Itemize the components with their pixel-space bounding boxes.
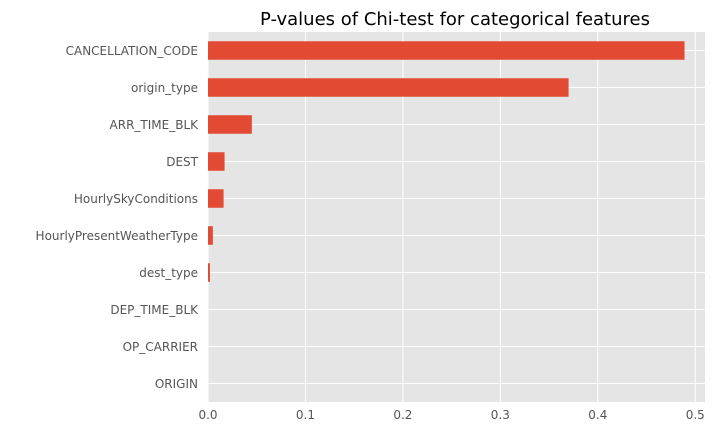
x-tick-label: 0.4: [588, 408, 607, 422]
x-tick-labels: 0.0 0.1 0.2 0.3 0.4 0.5: [198, 408, 704, 422]
x-tick-label: 0.5: [686, 408, 705, 422]
y-tick-label: DEST: [166, 155, 198, 169]
bar-hourlyskyconditions: [208, 189, 224, 208]
y-tick-label: ORIGIN: [155, 377, 198, 391]
y-tick-label: dest_type: [139, 266, 198, 280]
x-tick-label: 0.1: [296, 408, 315, 422]
y-tick-label: HourlySkyConditions: [74, 192, 198, 206]
y-tick-labels: CANCELLATION_CODE origin_type ARR_TIME_BLK…: [36, 44, 200, 391]
bar-origin-type: [208, 78, 569, 97]
x-tick-label: 0.0: [198, 408, 217, 422]
bar-cancellation-code: [208, 41, 685, 60]
grid-lines: [207, 32, 705, 402]
y-tick-label: ARR_TIME_BLK: [110, 118, 200, 132]
y-tick-label: OP_CARRIER: [123, 340, 198, 354]
bar-dest: [208, 152, 225, 171]
y-tick-label: origin_type: [131, 81, 198, 95]
bar-hourlypresentweathertype: [208, 226, 213, 245]
chart-title: P-values of Chi-test for categorical fea…: [260, 9, 650, 30]
bars: [208, 41, 685, 282]
x-tick-label: 0.2: [393, 408, 412, 422]
bar-dest-type: [208, 263, 210, 282]
y-tick-label: CANCELLATION_CODE: [66, 44, 198, 58]
y-tick-label: HourlyPresentWeatherType: [36, 229, 198, 243]
x-tick-label: 0.3: [491, 408, 510, 422]
y-tick-label: DEP_TIME_BLK: [110, 303, 199, 317]
bar-arr-time-blk: [208, 115, 252, 134]
